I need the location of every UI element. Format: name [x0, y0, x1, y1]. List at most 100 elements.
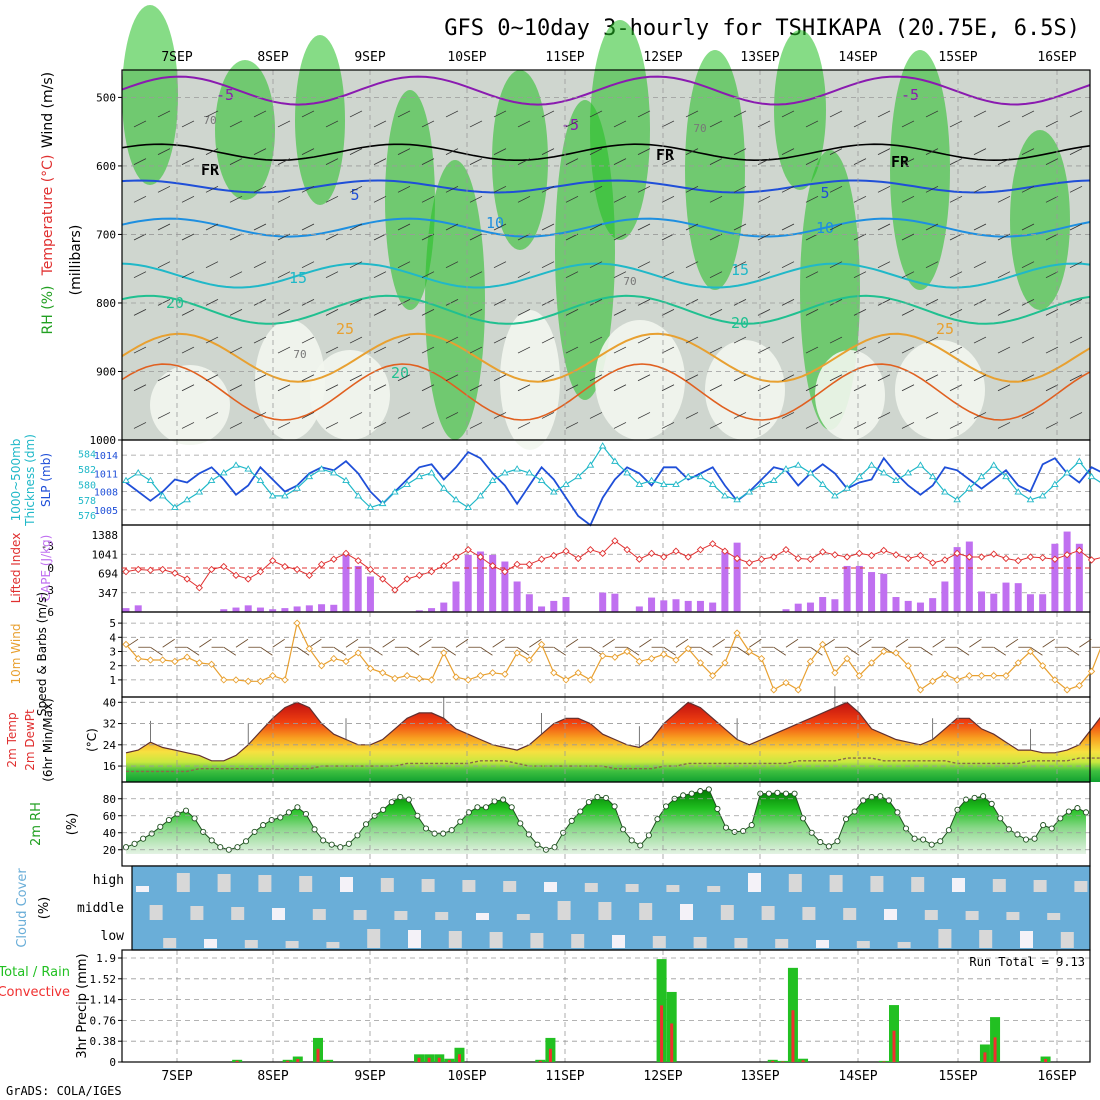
cloud-cell — [992, 879, 1006, 892]
wind-barb — [445, 412, 459, 419]
wind-barb — [589, 374, 603, 382]
wind-barb — [877, 412, 891, 419]
rh-point — [525, 831, 532, 838]
cape-bar — [806, 602, 814, 612]
cloud-cell — [217, 874, 231, 892]
wind-barb — [301, 261, 315, 269]
lifted-index-point — [122, 568, 130, 576]
wind-barb — [853, 120, 867, 128]
rh-point — [774, 789, 781, 796]
wind-barb — [1045, 346, 1059, 354]
contour-label: FR — [891, 153, 910, 171]
thickness-point — [452, 495, 460, 503]
thickness-tick-label: 578 — [78, 496, 96, 507]
cape-bar — [941, 581, 949, 612]
wind-barb — [133, 158, 147, 165]
wind-barb — [949, 271, 963, 279]
cloud-cell — [312, 909, 326, 920]
isotherm-line — [121, 75, 1091, 106]
wind-barb — [1069, 412, 1083, 419]
thickness-tick-label: 580 — [78, 480, 96, 491]
lifted-index-point — [1087, 556, 1096, 564]
wind-barb — [325, 309, 339, 316]
thickness-point — [427, 469, 436, 476]
wind-barb — [805, 384, 819, 392]
cloud-cell — [965, 911, 979, 920]
wind-barb — [805, 158, 819, 165]
wind-barb — [397, 185, 411, 193]
thickness-point — [928, 472, 937, 480]
day-label-bottom: 16SEP — [1037, 1069, 1076, 1084]
lifted-index-point — [330, 555, 338, 563]
wind-barb — [997, 346, 1011, 354]
thickness-point — [843, 484, 851, 491]
wind-barb — [949, 309, 963, 316]
wind-barb — [370, 646, 383, 656]
wind-barb — [517, 384, 531, 392]
lifted-index-point — [794, 554, 802, 563]
wind-barb — [626, 646, 640, 656]
rh-point — [508, 804, 515, 811]
lifted-tick-label: 0 — [47, 562, 54, 575]
wind-barb — [781, 185, 795, 193]
thickness-point — [403, 480, 411, 487]
wind-barb — [613, 158, 627, 165]
wind-barb — [829, 336, 843, 344]
lifted-index-point — [195, 584, 203, 592]
rh-tick-label: 80 — [103, 793, 116, 806]
wind-speed-point — [684, 645, 692, 653]
wind-barb — [181, 309, 195, 316]
wind-speed-point — [269, 672, 277, 680]
wind-speed-point — [281, 676, 289, 684]
cape-bar — [1026, 594, 1034, 612]
cape-bar — [1075, 543, 1083, 612]
rh-area — [126, 789, 1086, 854]
cape-tick-label: 1388 — [92, 529, 119, 542]
wind-barb — [661, 422, 675, 429]
upper-tick-label: 1000 — [90, 434, 117, 447]
wind-speed-point — [965, 672, 973, 680]
cloud-cell — [1033, 880, 1047, 892]
wind-barb — [1069, 374, 1083, 382]
wind-speed-point — [892, 649, 900, 657]
cape-bar — [831, 599, 839, 612]
day-label-top: 15SEP — [938, 50, 977, 65]
wind-barb — [133, 346, 147, 354]
wind-barb — [445, 261, 459, 269]
rh-point — [362, 821, 370, 828]
rh-point — [148, 830, 155, 837]
wind-barb — [301, 299, 315, 306]
wind-barb — [733, 148, 747, 155]
lifted-index-point — [317, 560, 326, 568]
wind-barb — [877, 261, 891, 269]
cape-bar — [440, 602, 448, 612]
wind-barb — [301, 185, 315, 193]
wind-barb — [565, 384, 579, 392]
lifted-index-point — [452, 553, 460, 561]
rh-point — [448, 827, 455, 834]
convective-bar — [983, 1052, 987, 1062]
lifted-tick-label: 3 — [47, 584, 54, 597]
wind-barb — [829, 148, 843, 155]
thickness-point — [525, 469, 534, 476]
isotherm-line — [121, 262, 1091, 289]
rh-point — [637, 842, 644, 849]
contour-label: 15 — [731, 261, 749, 279]
cape-bar — [550, 600, 558, 612]
lifted-index-point — [684, 553, 692, 561]
wind-barb — [517, 233, 531, 241]
day-axis: 7SEP 7SEP 8SEP 8SEP 9SEP 9SEP 10SEP 10SEP 11SEP 1… — [161, 50, 1076, 1084]
wind-barb — [493, 374, 507, 382]
cloud-cell — [1006, 912, 1020, 920]
wind-barb — [853, 422, 867, 429]
wind-barb — [613, 346, 627, 354]
wind-barb — [781, 148, 795, 155]
wind-barb — [733, 412, 747, 419]
cape-bar — [611, 593, 619, 612]
lifted-index-point — [537, 555, 546, 563]
convective-bar — [882, 1061, 886, 1062]
thickness-point — [378, 499, 387, 507]
convective-bar — [801, 1060, 805, 1062]
cloud-cell — [707, 886, 721, 892]
wind-speed-point — [599, 652, 607, 660]
